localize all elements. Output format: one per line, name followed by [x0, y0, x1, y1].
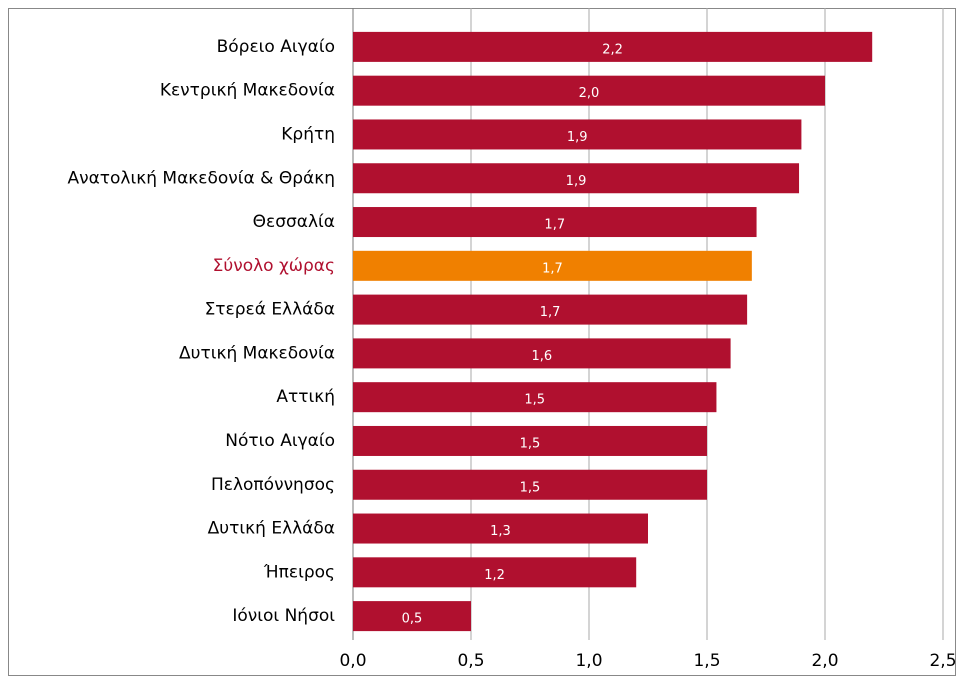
category-label: Ιόνιοι Νήσοι: [232, 606, 335, 626]
bar: [353, 513, 648, 544]
value-label: 1,5: [524, 393, 545, 408]
category-label: Σύνολο χώρας: [213, 256, 335, 276]
frame: [8, 8, 956, 676]
bar: [353, 250, 752, 281]
value-label: 0,5: [402, 612, 423, 627]
bar: [353, 601, 471, 632]
category-label: Κρήτη: [281, 124, 335, 144]
value-label: 1,5: [520, 436, 541, 451]
value-label: 1,6: [531, 349, 552, 364]
bar: [353, 294, 748, 325]
bar: [353, 425, 707, 456]
x-tick-label: 1,0: [575, 651, 602, 671]
bar: [353, 31, 873, 62]
bar: [353, 75, 825, 106]
category-label: Δυτική Μακεδονία: [179, 343, 335, 363]
category-label: Δυτική Ελλάδα: [208, 519, 335, 539]
bar: [353, 163, 800, 194]
category-label: Κεντρική Μακεδονία: [160, 81, 335, 101]
value-label: 1,7: [540, 305, 561, 320]
x-tick-label: 1,5: [693, 651, 720, 671]
value-label: 1,5: [520, 480, 541, 495]
bar: [353, 469, 707, 500]
x-tick-label: 0,0: [339, 651, 366, 671]
bar: [353, 207, 757, 238]
category-label: Στερεά Ελλάδα: [205, 300, 335, 320]
value-label: 2,2: [602, 42, 623, 57]
value-label: 1,7: [542, 261, 563, 276]
bar: [353, 119, 802, 150]
category-label: Θεσσαλία: [253, 212, 335, 232]
value-label: 1,7: [544, 218, 565, 233]
bar: [353, 338, 731, 369]
category-label: Αττική: [276, 387, 335, 407]
value-label: 1,3: [490, 524, 511, 539]
value-label: 1,9: [566, 174, 587, 189]
category-label: Ανατολική Μακεδονία & Θράκη: [67, 168, 335, 188]
category-label: Πελοπόννησος: [211, 475, 335, 495]
bar: [353, 557, 637, 588]
value-label: 2,0: [579, 86, 600, 101]
category-label: Βόρειο Αιγαίο: [217, 37, 335, 57]
bar: [353, 382, 717, 413]
value-label: 1,2: [484, 568, 505, 583]
x-tick-label: 2,0: [811, 651, 838, 671]
category-label: Νότιο Αιγαίο: [225, 431, 335, 451]
x-tick-label: 0,5: [457, 651, 484, 671]
x-tick-label: 2,5: [929, 651, 956, 671]
category-label: Ήπειρος: [263, 562, 335, 582]
value-label: 1,9: [567, 130, 588, 145]
